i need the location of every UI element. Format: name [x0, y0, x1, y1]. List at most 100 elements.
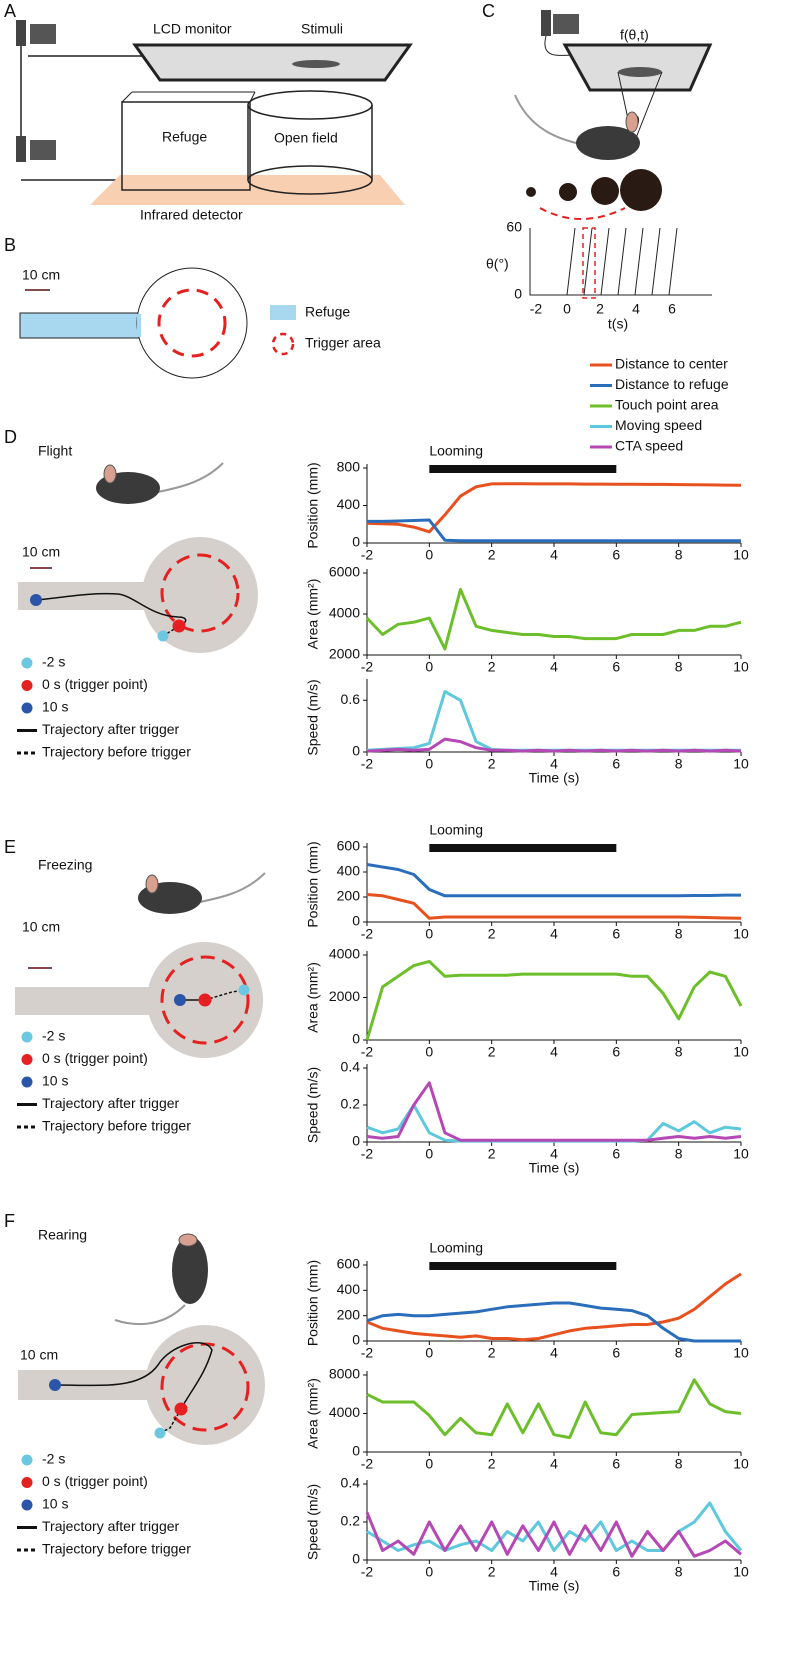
y-tick-label: 600: [337, 838, 361, 854]
axis: [366, 569, 741, 656]
panel-label: C: [482, 1, 495, 21]
x-tick-label: 4: [632, 301, 640, 317]
x-tick-label: 4: [550, 1146, 558, 1162]
panel-label: F: [4, 1211, 15, 1231]
legend-label: -2 s: [42, 1451, 65, 1467]
behavior-label: Rearing: [38, 1227, 87, 1243]
legend-label: Trajectory after trigger: [42, 1095, 180, 1111]
x-tick-label: 6: [612, 1456, 620, 1472]
series-line: [365, 1511, 742, 1558]
x-tick-label: 8: [675, 1146, 683, 1162]
label: Stimuli: [301, 21, 343, 37]
legend-label: 10 s: [42, 1073, 68, 1089]
x-axis-label: Time (s): [529, 1578, 580, 1594]
highlight: [582, 227, 596, 299]
x-tick-label: -2: [361, 1456, 374, 1472]
y-tick-label: 0: [352, 743, 360, 759]
x-tick-label: 10: [733, 1044, 749, 1060]
scale-label: 10 cm: [22, 544, 60, 560]
stimulus-disc: [591, 177, 619, 205]
highlight: [539, 207, 626, 220]
legend-swatch: [21, 680, 33, 691]
axis: [366, 1064, 741, 1143]
point-start: [154, 1427, 166, 1439]
x-tick-label: 2: [488, 1044, 496, 1060]
point-start: [238, 984, 250, 996]
x-tick-label: 2: [488, 1345, 496, 1361]
mouse-tail: [514, 94, 586, 146]
axis: [529, 228, 712, 296]
x-tick-label: 6: [668, 301, 676, 317]
x-tick-label: 6: [612, 926, 620, 942]
mouse-ear: [145, 874, 159, 894]
x-tick-label: 8: [675, 1564, 683, 1580]
y-tick-label: 4000: [329, 1404, 360, 1420]
scale-label: 10 cm: [22, 919, 60, 935]
looming-bar: [429, 465, 617, 473]
legend-label: 10 s: [42, 1496, 68, 1512]
y-tick-label: 0: [352, 913, 360, 929]
legend-label: Trajectory after trigger: [42, 1518, 180, 1534]
y-axis-label: Position (mm): [305, 462, 321, 548]
x-tick-label: 0: [425, 1345, 433, 1361]
mouse-tail: [114, 1304, 186, 1326]
mouse-ear: [103, 464, 117, 484]
x-tick-label: 4: [550, 1345, 558, 1361]
y-tick-label: 0: [352, 1443, 360, 1459]
point-end: [49, 1379, 61, 1391]
y-axis-label: Speed (m/s): [305, 1067, 321, 1143]
legend-label: Trigger area: [305, 335, 381, 351]
legend-label: Trajectory before trigger: [42, 1118, 191, 1134]
point-start: [157, 630, 169, 642]
y-tick-label: 60: [506, 219, 522, 235]
trigger-area: [160, 955, 250, 1045]
y-tick-label: 0.4: [341, 1475, 361, 1491]
y-tick-label: 0: [514, 286, 522, 302]
legend-swatch: [21, 1477, 33, 1488]
x-tick-label: 8: [675, 1456, 683, 1472]
x-axis-label: Time (s): [529, 770, 580, 786]
legend-label: Trajectory before trigger: [42, 744, 191, 760]
point-end: [174, 994, 186, 1006]
open-field: [247, 90, 373, 120]
behavior-label: Flight: [38, 443, 72, 459]
trigger-area: [160, 553, 240, 633]
panel-b: B 10 cm Refuge Trigger area: [4, 235, 381, 379]
x-tick-label: 10: [733, 1345, 749, 1361]
y-tick-label: 400: [337, 863, 361, 879]
y-tick-label: 800: [337, 459, 361, 475]
x-tick-label: -2: [361, 1044, 374, 1060]
refuge: [19, 312, 141, 339]
x-tick-label: 6: [612, 1345, 620, 1361]
refuge-box: [121, 101, 251, 191]
trajectory-before: [159, 1408, 182, 1434]
lcd-monitor: [132, 43, 413, 82]
legend-label: -2 s: [42, 654, 65, 670]
legend-swatch: [270, 305, 296, 320]
point-end: [30, 594, 42, 606]
series-line: [366, 1103, 742, 1143]
looming-ramp: [566, 227, 678, 296]
x-tick-label: -2: [530, 301, 543, 317]
behavior-label: Freezing: [38, 857, 92, 873]
y-tick-label: 0.2: [341, 1513, 361, 1529]
y-tick-label: 200: [337, 888, 361, 904]
legend-label: Refuge: [305, 304, 350, 320]
y-tick-label: 400: [337, 1281, 361, 1297]
x-tick-label: 0: [425, 1146, 433, 1162]
series-line: [366, 690, 741, 752]
legend-label: 10 s: [42, 699, 68, 715]
series-line: [366, 1272, 742, 1342]
series-line: [366, 1081, 742, 1142]
y-tick-label: 6000: [329, 564, 360, 580]
legend-label: Trajectory after trigger: [42, 721, 180, 737]
x-tick-label: 8: [675, 659, 683, 675]
x-tick-label: 10: [733, 1456, 749, 1472]
y-axis-label: Speed (m/s): [305, 1484, 321, 1560]
y-axis-label: Area (mm²): [305, 1378, 321, 1449]
y-axis-label: Position (mm): [305, 1260, 321, 1346]
x-tick-label: 2: [488, 926, 496, 942]
arena: [142, 537, 258, 653]
scale-label: 10 cm: [22, 267, 60, 283]
panel-label: E: [4, 837, 16, 857]
